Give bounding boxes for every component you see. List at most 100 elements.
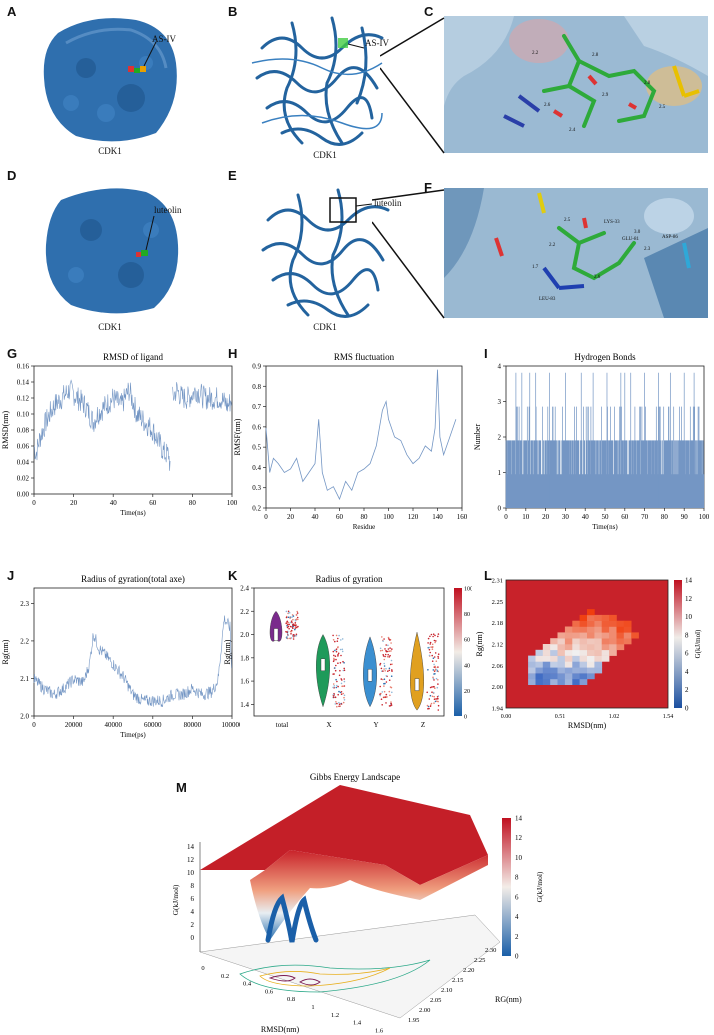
scatter-point: [339, 662, 342, 664]
scatter-point: [338, 703, 341, 706]
heatmap-cell: [594, 620, 603, 627]
scatter-point: [385, 675, 388, 677]
x-tick-label: 0.00: [501, 714, 512, 720]
heatmap-cell: [550, 644, 558, 651]
colorbar-tick-label: 14: [685, 577, 693, 585]
heatmap-cell: [601, 649, 610, 656]
heatmap-cell: [572, 673, 580, 680]
scatter-point: [427, 642, 429, 644]
scatter-point: [285, 616, 288, 619]
scatter-point: [342, 692, 344, 695]
scatter-point: [334, 669, 337, 672]
y-tick-label: 2.2: [20, 637, 29, 645]
x-tick-label: 80: [189, 499, 197, 507]
scatter-point: [287, 625, 290, 628]
scatter-point: [391, 670, 393, 672]
colorbar-tick-label: 40: [464, 663, 470, 669]
heatmap-cell: [550, 661, 558, 668]
scatter-point: [290, 620, 293, 622]
scatter-point: [385, 681, 388, 683]
scatter-point: [391, 691, 393, 694]
y-tick-label: 2.10: [441, 987, 452, 994]
scatter-point: [379, 685, 381, 688]
distance-label: 2.6: [544, 103, 551, 108]
scatter-point: [336, 640, 339, 642]
scatter-point: [294, 623, 296, 626]
y-tick-label: 0: [498, 505, 502, 513]
heatmap-cell: [564, 673, 573, 680]
scatter-point: [390, 675, 393, 677]
y-tick-label: 0.00: [17, 491, 30, 499]
y-axis-label: Number: [474, 424, 482, 451]
y-axis-label: RMSD(nm): [1, 411, 10, 450]
scatter-point: [297, 618, 299, 621]
x-axis-label: RMSD(nm): [261, 1025, 300, 1034]
scatter-point: [339, 705, 341, 707]
scatter-point: [295, 634, 298, 637]
colorbar-tick-label: 20: [464, 689, 470, 695]
distance-label: 1.7: [532, 265, 539, 270]
y-tick-label: 1.95: [408, 1017, 419, 1024]
chart-title: Radius of gyration(total axe): [81, 574, 185, 584]
scatter-point: [433, 702, 435, 704]
scatter-point: [390, 642, 392, 644]
x-tick-label: Z: [421, 721, 425, 729]
scatter-point: [335, 658, 337, 661]
distance-label: 2.3: [644, 247, 651, 252]
y-tick-label: 0.9: [252, 363, 261, 371]
scatter-point: [437, 683, 439, 685]
scatter-point: [340, 678, 342, 680]
heatmap-cell: [631, 632, 639, 639]
scatter-point: [343, 694, 346, 697]
scatter-point: [432, 676, 434, 679]
scatter-point: [434, 673, 436, 675]
x-tick-label: 140: [432, 513, 443, 521]
y-tick-label: 0.4: [252, 464, 261, 472]
scatter-point: [343, 680, 346, 683]
y-tick-label: 2.0: [20, 713, 29, 721]
scatter-point: [290, 633, 292, 635]
heatmap-cell: [587, 620, 595, 627]
heatmap-cell: [616, 638, 625, 645]
scatter-point: [335, 650, 338, 653]
heatmap-cell: [594, 614, 603, 621]
heatmap-cell: [587, 638, 595, 645]
scatter-point: [390, 701, 392, 703]
colorbar-tick-label: 4: [515, 913, 519, 921]
scatter-point: [337, 662, 339, 664]
scatter-point: [437, 709, 440, 711]
panel-label-f: F: [424, 180, 432, 195]
heatmap-cell: [535, 661, 544, 668]
scatter-point: [380, 667, 383, 670]
scatter-point: [426, 704, 429, 707]
heatmap-cell: [594, 638, 603, 645]
colorbar: [674, 580, 682, 708]
x-tick-label: 0.4: [243, 981, 252, 988]
heatmap-cell: [579, 673, 588, 680]
y-axis-label: Rg(nm): [223, 639, 232, 664]
scatter-point: [436, 686, 439, 689]
scatter-point: [383, 665, 386, 667]
z-tick-label: 6: [191, 895, 195, 903]
heatmap-cell: [623, 632, 632, 639]
heatmap-cell: [579, 678, 588, 685]
x-tick-label: 1.4: [353, 1020, 362, 1027]
y-tick-label: 1.6: [240, 678, 249, 686]
scatter-point: [426, 691, 428, 694]
scatter-point: [429, 705, 432, 707]
heatmap-cell: [528, 655, 536, 662]
panel-e-ligand-label: luteolin: [374, 198, 402, 208]
heatmap-cell: [564, 655, 573, 662]
x-tick-label: 100: [383, 513, 394, 521]
scatter-point: [291, 614, 294, 616]
chart-j: Radius of gyration(total axe) 0 20000 40000…: [1, 574, 240, 739]
scatter-point: [384, 653, 387, 656]
scatter-point: [341, 638, 344, 640]
colorbar: [454, 588, 462, 716]
panel-label-e: E: [228, 168, 237, 183]
scatter-point: [338, 674, 341, 677]
panel-c-zoom-lines: [380, 17, 445, 154]
heatmap-cell: [587, 614, 595, 621]
heatmap-cell: [594, 661, 603, 668]
heatmap-cell: [572, 678, 580, 685]
